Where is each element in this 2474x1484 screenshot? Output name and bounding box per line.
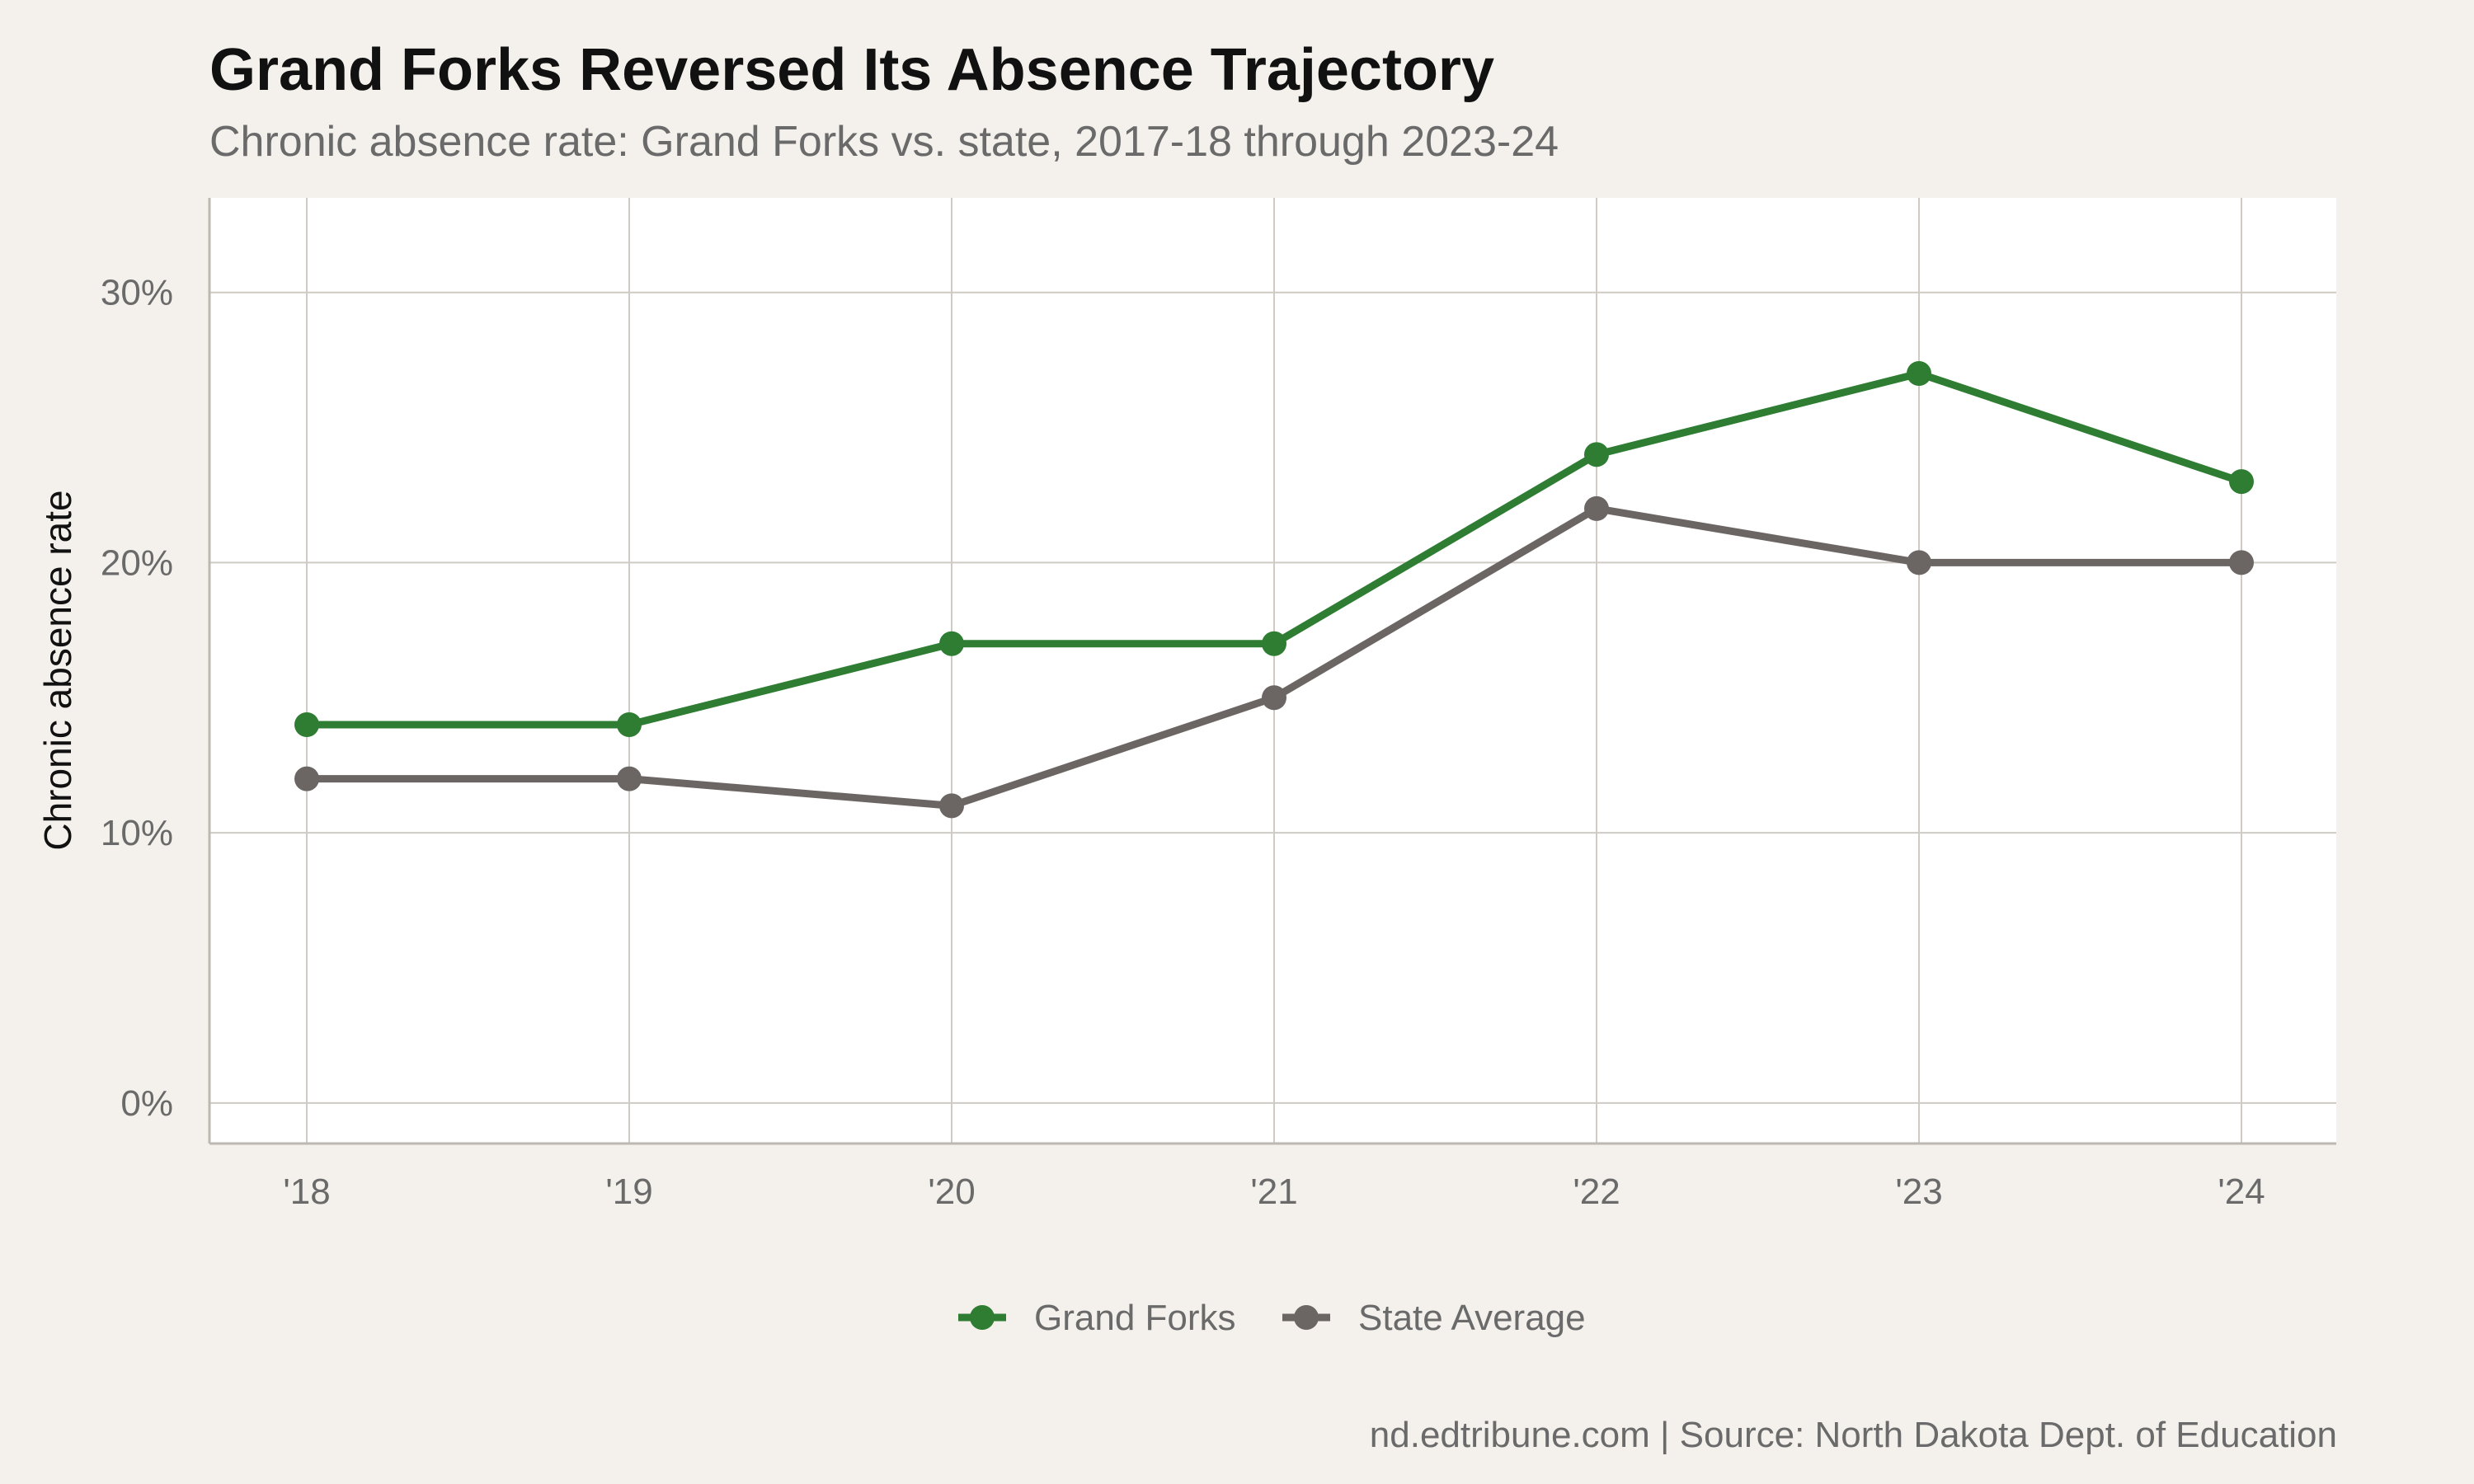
legend-label-grand-forks: Grand Forks — [1034, 1298, 1236, 1338]
data-point-grand-forks — [2229, 469, 2254, 495]
data-point-state-average — [294, 766, 319, 791]
legend-key-marker-grand-forks — [970, 1305, 995, 1330]
y-tick-label: 30% — [101, 273, 173, 313]
legend-label-state-average: State Average — [1358, 1298, 1586, 1338]
grid-lines — [209, 198, 2336, 1144]
y-tick-label: 20% — [101, 542, 173, 583]
plot-panel — [209, 198, 2336, 1144]
data-point-grand-forks — [939, 631, 964, 656]
data-point-grand-forks — [1262, 631, 1286, 656]
chart-subtitle: Chronic absence rate: Grand Forks vs. st… — [209, 118, 1559, 166]
legend-key-marker-state-average — [1294, 1305, 1319, 1330]
y-tick-labels: 0% 10% 20% 30% — [101, 273, 173, 1124]
data-point-grand-forks — [1907, 361, 1931, 387]
data-point-grand-forks — [617, 712, 642, 738]
x-tick-labels: '18 '19 '20 '21 '22 '23 '24 — [283, 1172, 2265, 1212]
data-point-state-average — [1262, 685, 1286, 711]
chart-title: Grand Forks Reversed Its Absence Traject… — [209, 37, 1494, 103]
series-layer — [294, 361, 2254, 819]
data-point-state-average — [939, 793, 964, 819]
x-tick-label: '18 — [283, 1172, 330, 1212]
x-tick-label: '21 — [1250, 1172, 1297, 1212]
y-tick-label: 10% — [101, 813, 173, 853]
x-tick-label: '23 — [1895, 1172, 1942, 1212]
source-caption: nd.edtribune.com | Source: North Dakota … — [1369, 1415, 2337, 1455]
data-point-state-average — [2229, 550, 2254, 575]
legend: Grand Forks State Average — [958, 1298, 1586, 1338]
y-tick-label: 0% — [120, 1083, 173, 1124]
y-axis-label: Chronic absence rate — [36, 490, 79, 850]
x-tick-label: '19 — [605, 1172, 652, 1212]
data-point-state-average — [1907, 550, 1931, 575]
data-point-grand-forks — [1584, 442, 1609, 467]
data-point-grand-forks — [294, 712, 319, 738]
data-point-state-average — [1584, 495, 1609, 521]
data-point-state-average — [617, 766, 642, 791]
x-tick-label: '20 — [928, 1172, 975, 1212]
x-tick-label: '24 — [2218, 1172, 2265, 1212]
x-tick-label: '22 — [1573, 1172, 1620, 1212]
